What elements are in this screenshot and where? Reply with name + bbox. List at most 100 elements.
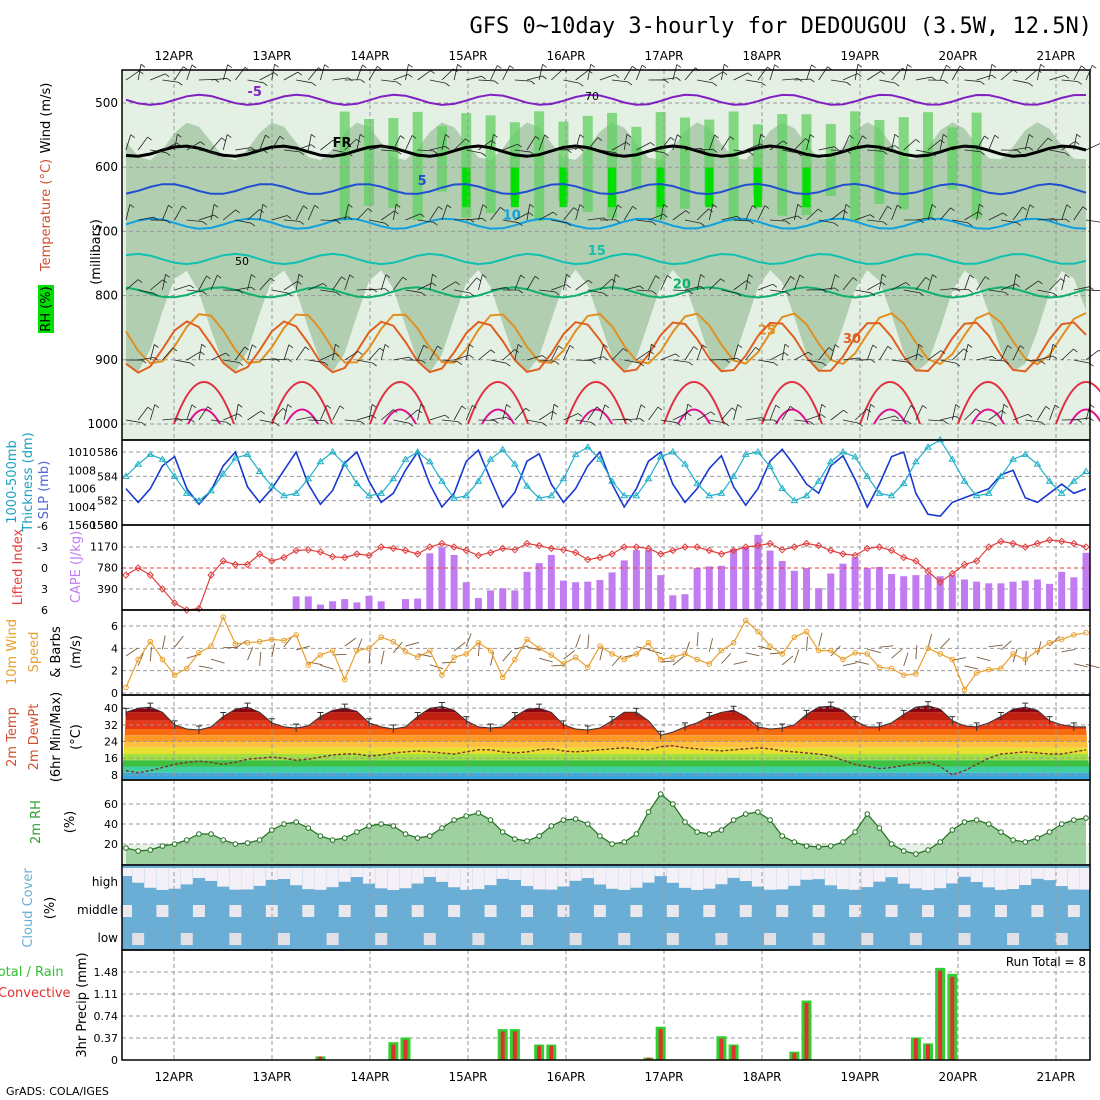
upper-wind-barb xyxy=(660,419,677,423)
upper-wind-barb xyxy=(478,140,492,151)
cloud-high-gap xyxy=(751,868,764,887)
wind10-barb xyxy=(1085,663,1100,669)
upper-wind-barb xyxy=(843,409,848,414)
rh2m-tick: 40 xyxy=(104,818,118,831)
cloud-high-gap xyxy=(132,868,145,883)
rh-moist-cell xyxy=(801,114,812,216)
upper-wind-barb xyxy=(441,419,458,422)
upper-wind-barb xyxy=(672,134,678,151)
upper-wind-barb xyxy=(380,344,386,361)
cloud-mid-gap xyxy=(120,905,132,917)
thickness-marker xyxy=(741,450,750,457)
upper-wind-barb xyxy=(575,134,581,151)
wind10-barb xyxy=(235,639,248,649)
upper-wind-barb xyxy=(940,359,956,364)
upper-wind-barb xyxy=(1090,404,1095,408)
cape-bar xyxy=(681,594,689,610)
cloud-high-gap xyxy=(654,868,667,877)
thickness-marker xyxy=(814,477,823,484)
cape-bar xyxy=(693,568,701,610)
upper-wind-barb xyxy=(1085,65,1093,81)
cape-bar xyxy=(365,595,373,610)
upper-wind-barb xyxy=(684,219,701,224)
upper-wind-barb xyxy=(1076,133,1081,138)
upper-wind-barb xyxy=(154,344,159,348)
lifted-marker xyxy=(438,539,446,548)
upper-wind-barb xyxy=(259,204,264,221)
rh-high-cell xyxy=(559,167,568,208)
upper-wind-barb xyxy=(356,359,373,364)
upper-wind-barb xyxy=(400,135,405,139)
upper-wind-barb xyxy=(466,217,483,221)
wind10-marker xyxy=(463,651,470,657)
upper-wind-barb xyxy=(137,64,142,81)
upper-wind-barb xyxy=(457,361,463,365)
cape-bar xyxy=(960,579,968,610)
upper-wind-barb xyxy=(303,205,308,210)
upper-wind-barb xyxy=(842,73,858,81)
temp-band xyxy=(122,747,1090,754)
thickness-marker xyxy=(401,455,410,462)
upper-wind-barb xyxy=(984,135,989,140)
wind10-marker xyxy=(402,648,409,655)
upper-wind-barb xyxy=(165,273,170,278)
wind10-marker xyxy=(633,651,640,657)
upper-wind-barb xyxy=(988,359,1005,362)
upper-wind-barb xyxy=(210,352,226,361)
upper-wind-barb xyxy=(737,344,743,348)
rh2m-marker xyxy=(755,809,761,815)
upper-wind-barb xyxy=(469,343,474,348)
upper-wind-barb xyxy=(846,150,852,154)
upper-wind-barb xyxy=(697,149,714,151)
upper-wind-barb xyxy=(940,287,957,291)
upper-wind-barb xyxy=(879,79,896,84)
lifted-marker xyxy=(389,544,398,553)
upper-wind-barb xyxy=(138,289,154,294)
upper-wind-barb xyxy=(324,420,329,424)
upper-wind-barb xyxy=(493,133,498,138)
temp-minmax-marker xyxy=(754,722,761,731)
upper-wind-barb xyxy=(931,152,936,157)
upper-wind-barb xyxy=(940,139,945,144)
upper-wind-barb xyxy=(274,63,279,68)
wind10-marker xyxy=(524,636,530,643)
temp-contour-30 xyxy=(125,320,1087,374)
date-tick-bottom: 16APR xyxy=(546,1070,585,1084)
upper-wind-barb xyxy=(162,205,169,221)
upper-wind-barb xyxy=(710,411,716,416)
lifted-marker xyxy=(863,544,871,553)
upper-wind-barb xyxy=(724,422,730,427)
upper-wind-barb xyxy=(590,63,595,68)
cloud-high-gap xyxy=(982,868,995,888)
cape-bar xyxy=(632,550,640,610)
cloud-high-gap xyxy=(411,868,424,884)
lifted-marker xyxy=(1033,539,1042,548)
cloud-high-gap xyxy=(314,868,327,890)
upper-wind-barb xyxy=(567,149,572,153)
upper-wind-barb xyxy=(1085,219,1100,223)
cape-bar xyxy=(851,557,859,610)
upper-wind-barb xyxy=(880,281,886,286)
pressure-tick: 900 xyxy=(95,353,118,367)
upper-wind-barb xyxy=(1092,64,1097,69)
upper-wind-barb xyxy=(708,204,714,221)
wind10-barb xyxy=(903,652,909,667)
upper-wind-barb xyxy=(542,422,547,427)
upper-wind-barb xyxy=(624,418,641,421)
upper-wind-barb xyxy=(1025,419,1042,423)
upper-wind-barb xyxy=(887,205,892,210)
cloud-high-gap xyxy=(642,868,655,883)
upper-wind-barb xyxy=(344,204,349,221)
upper-wind-barb xyxy=(544,134,549,139)
lifted-tick: -3 xyxy=(37,541,48,554)
upper-wind-barb xyxy=(696,344,703,361)
wind10-marker xyxy=(1022,656,1029,663)
wind10-marker xyxy=(645,639,652,646)
rh2m-marker xyxy=(742,811,749,817)
rh-high-cell xyxy=(608,167,617,208)
upper-wind-barb xyxy=(344,351,359,361)
upper-wind-barb xyxy=(817,208,823,213)
rh2m-marker xyxy=(293,819,299,825)
wind10-frame xyxy=(121,609,1091,696)
upper-wind-barb xyxy=(891,134,896,151)
